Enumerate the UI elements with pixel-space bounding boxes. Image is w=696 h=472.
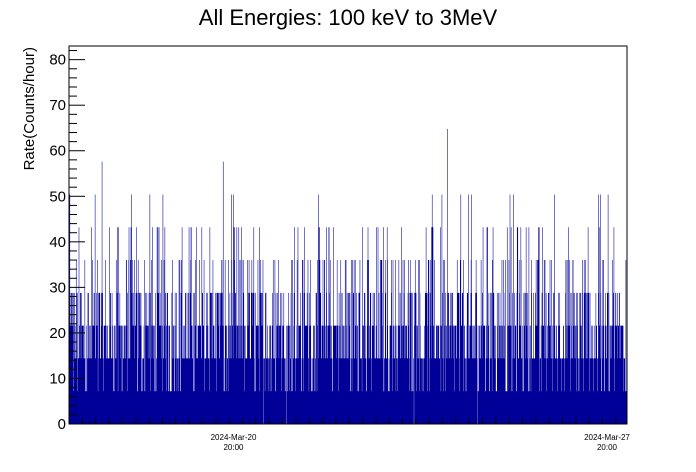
y-axis: 0 10 20 30 40 50 60 70 80: [49, 50, 85, 433]
y-tick-label: 30: [49, 279, 66, 296]
y-tick-label: 60: [49, 143, 66, 160]
x-tick-time: 20:00: [597, 443, 618, 452]
y-tick-label: 0: [58, 416, 66, 433]
x-tick-date: 2024-Mar-27: [584, 433, 630, 442]
x-tick-date: 2024-Mar-20: [211, 433, 257, 442]
bars-group: [68, 128, 627, 424]
y-tick-label: 10: [49, 370, 66, 387]
x-tick-time: 20:00: [223, 443, 244, 452]
chart-title: All Energies: 100 keV to 3MeV: [199, 5, 498, 30]
y-tick-label: 40: [49, 234, 66, 251]
y-tick-label: 80: [49, 52, 66, 69]
y-tick-label: 50: [49, 188, 66, 205]
plot-frame: [68, 45, 628, 425]
y-tick-label: 20: [49, 325, 66, 342]
y-tick-label: 70: [49, 97, 66, 114]
y-axis-label: Rate(Counts/hour): [21, 47, 38, 170]
histogram-bars: [68, 128, 627, 424]
